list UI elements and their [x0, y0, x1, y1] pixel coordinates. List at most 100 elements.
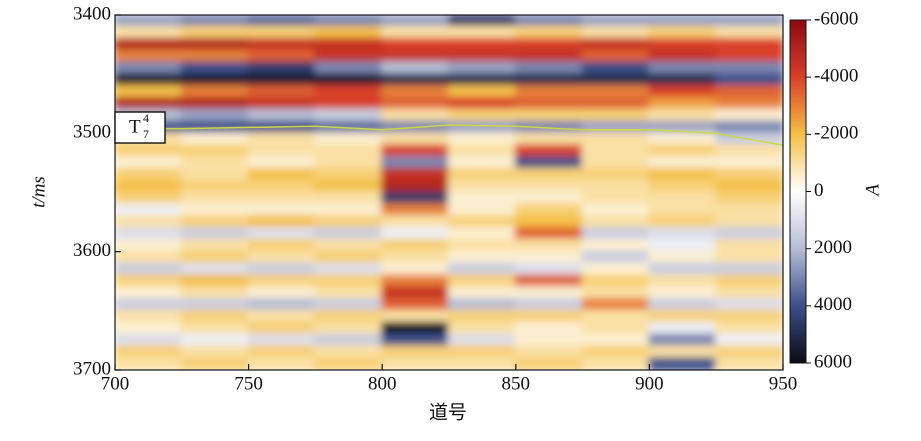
- heatmap-cell: [648, 286, 718, 300]
- heatmap-cell: [581, 167, 651, 182]
- heatmap-cell: [448, 321, 517, 336]
- heatmap-cell: [448, 108, 517, 123]
- heatmap-cell: [715, 61, 783, 76]
- heatmap-cell: [514, 262, 584, 277]
- heatmap-cell: [314, 227, 384, 241]
- heatmap-cell: [381, 321, 450, 336]
- heatmap-cell: [514, 191, 584, 206]
- heatmap-cell: [514, 96, 584, 111]
- heatmap-cell: [581, 132, 651, 147]
- colorbar-label: A: [862, 184, 883, 198]
- heatmap-cell: [448, 132, 517, 147]
- horizon-label-subscript: 7: [143, 127, 149, 141]
- heatmap-cell: [180, 49, 250, 64]
- heatmap-cell: [715, 85, 783, 99]
- heatmap-cell: [581, 191, 651, 206]
- heatmap-cell: [581, 96, 651, 111]
- heatmap-cell: [448, 96, 517, 111]
- horizon-label-box: [114, 111, 166, 144]
- heatmap-cell: [648, 156, 718, 170]
- heatmap-cell: [648, 85, 718, 99]
- y-axis-label: t/ms: [28, 176, 49, 208]
- heatmap-cell: [314, 132, 384, 147]
- heatmap-cell: [381, 238, 450, 253]
- heatmap-cell: [448, 120, 517, 135]
- axes: 700 750 800 850 900 950 3400 3500 3600 3700 -6000 -…: [73, 3, 858, 394]
- heatmap-cell: [247, 321, 317, 336]
- heatmap-cell: [247, 238, 317, 253]
- colorbar-tick-label: 0: [814, 180, 824, 201]
- x-tick-label: 700: [101, 373, 130, 394]
- heatmap-cell: [448, 49, 517, 64]
- heatmap-cell: [314, 238, 384, 253]
- heatmap-cell: [648, 108, 718, 123]
- heatmap-cell: [115, 156, 183, 170]
- heatmap-cell: [314, 156, 384, 170]
- heatmap-cell: [514, 357, 584, 370]
- heatmap-cell: [314, 333, 384, 348]
- heatmap-cell: [314, 286, 384, 300]
- heatmap-cell: [581, 215, 651, 229]
- heatmap-cell: [715, 49, 783, 64]
- heatmap-cell: [448, 227, 517, 241]
- heatmap-cell: [648, 238, 718, 253]
- y-tick-label: 3600: [73, 240, 111, 261]
- heatmap-cell: [381, 108, 450, 123]
- heatmap-cell: [648, 191, 718, 206]
- heatmap-cell: [514, 309, 584, 324]
- heatmap-cell: [514, 274, 584, 289]
- heatmap-cell: [115, 37, 183, 52]
- heatmap-cell: [715, 250, 783, 265]
- heatmap-cell: [448, 215, 517, 229]
- heatmap-cell: [180, 179, 250, 194]
- heatmap-cell: [581, 15, 651, 28]
- heatmap-cell: [180, 333, 250, 348]
- heatmap-cell: [715, 274, 783, 289]
- heatmap-cell: [514, 61, 584, 76]
- heatmap-cell: [115, 215, 183, 229]
- heatmap-cell: [715, 120, 783, 135]
- heatmap-cell: [514, 215, 584, 229]
- heatmap-cell: [381, 274, 450, 289]
- colorbar-tick-label: 6000: [814, 351, 852, 372]
- heatmap-cell: [314, 25, 384, 40]
- heatmap-cell: [115, 238, 183, 253]
- heatmap-cell: [247, 274, 317, 289]
- heatmap-cell: [715, 179, 783, 194]
- heatmap-cell: [648, 333, 718, 348]
- heatmap-cell: [247, 37, 317, 52]
- heatmap-cell: [314, 15, 384, 28]
- heatmap-cell: [648, 298, 718, 312]
- heatmap-cell: [115, 25, 183, 40]
- heatmap-cell: [514, 345, 584, 360]
- heatmap-cell: [581, 309, 651, 324]
- x-tick-label: 950: [769, 373, 798, 394]
- heatmap-cell: [448, 191, 517, 206]
- heatmap-cell: [581, 85, 651, 99]
- heatmap-cell: [381, 49, 450, 64]
- heatmap-cell: [514, 227, 584, 241]
- heatmap-cell: [381, 250, 450, 265]
- heatmap-cell: [514, 25, 584, 40]
- heatmap-cell: [648, 274, 718, 289]
- heatmap-cell: [715, 357, 783, 370]
- heatmap-cell: [581, 73, 651, 87]
- heatmap-cell: [715, 286, 783, 300]
- heatmap-cell: [247, 85, 317, 99]
- colorbar: [789, 19, 807, 364]
- heatmap-cell: [115, 191, 183, 206]
- heatmap-cell: [180, 215, 250, 229]
- heatmap-cell: [581, 298, 651, 312]
- heatmap-cell: [115, 96, 183, 111]
- heatmap-cell: [115, 274, 183, 289]
- heatmap-cell: [381, 345, 450, 360]
- heatmap-cell: [448, 238, 517, 253]
- heatmap-cell: [381, 298, 450, 312]
- heatmap-cell: [381, 144, 450, 158]
- heatmap-cell: [581, 108, 651, 123]
- heatmap-cell: [514, 108, 584, 123]
- heatmap-cell: [115, 333, 183, 348]
- heatmap-cell: [247, 144, 317, 158]
- heatmap-cell: [715, 167, 783, 182]
- heatmap-cell: [314, 167, 384, 182]
